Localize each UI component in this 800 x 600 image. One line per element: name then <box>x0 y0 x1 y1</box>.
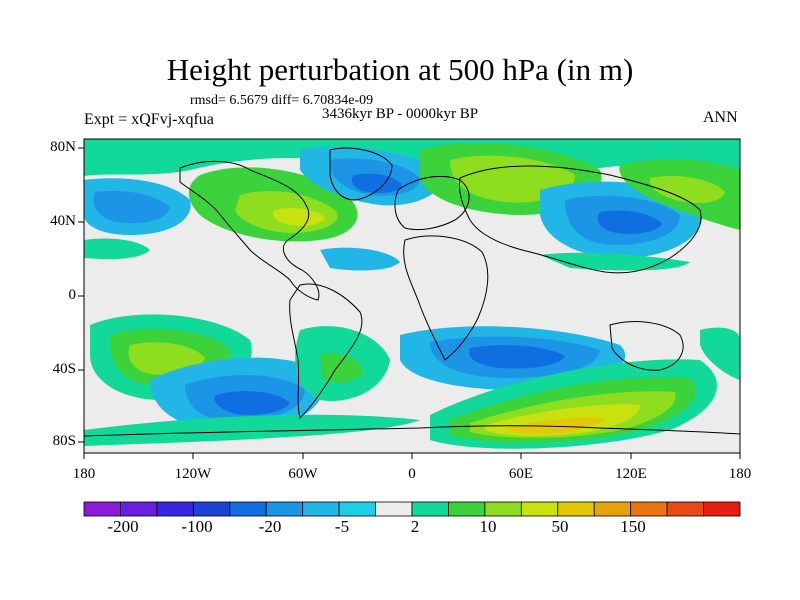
colorbar-label: -5 <box>334 517 350 536</box>
coast-africa <box>403 235 489 361</box>
field-region-nwpac-low-core <box>93 190 170 224</box>
coast-europe <box>394 175 470 231</box>
coast-greenland <box>329 147 393 201</box>
colorbar-swatch <box>630 501 668 517</box>
lon-label-180-left: 180 <box>72 466 96 482</box>
coast-antarctica <box>84 425 740 437</box>
colorbar-swatch <box>484 501 522 517</box>
field-region-subtrop-1 <box>84 238 150 260</box>
colorbar-swatch <box>83 501 121 517</box>
field-region-se-pac <box>700 327 740 380</box>
map-ticks <box>78 147 741 459</box>
colorbar-swatch <box>375 501 413 517</box>
colorbar-label: -200 <box>107 517 139 536</box>
coast-south-america <box>289 283 363 419</box>
colorbar-swatch <box>703 501 741 517</box>
experiment-label: Expt = xQFvj-xqfua <box>84 111 214 128</box>
season-label: ANN <box>703 109 738 126</box>
coast-north-america <box>179 160 320 301</box>
field-region-npac-high-core <box>649 175 725 204</box>
colorbar-label: 150 <box>620 517 646 536</box>
colorbar-swatch <box>302 501 340 517</box>
lat-label-40s: 40S <box>52 361 76 377</box>
stats-line: rmsd= 6.5679 diff= 6.70834e-09 <box>190 93 374 108</box>
colorbar-swatch <box>156 501 194 517</box>
colorbar <box>83 501 741 517</box>
colorbar-swatch <box>192 501 231 517</box>
colorbar-swatch <box>265 501 304 517</box>
colorbar-swatch <box>593 501 632 517</box>
coast-asia <box>459 165 702 274</box>
lon-label-60e: 60E <box>508 466 534 482</box>
colorbar-swatch <box>411 501 449 517</box>
lat-label-80n: 80N <box>50 139 76 155</box>
colorbar-label: 10 <box>479 517 497 536</box>
lon-label-120e: 120E <box>615 466 647 482</box>
field-region-subtrop-3 <box>320 247 400 271</box>
colorbar-swatch <box>229 501 267 517</box>
colorbar-swatch <box>448 501 486 517</box>
field-region-spac-low-center <box>214 391 290 415</box>
lon-label-0: 0 <box>408 466 416 482</box>
colorbar-swatch <box>338 501 376 517</box>
field-region-antarctic-rim <box>84 414 420 446</box>
field-region-north-atl-peak <box>273 207 325 226</box>
lon-label-60w: 60W <box>288 466 318 482</box>
lat-label-40n: 40N <box>50 213 76 229</box>
height-field <box>84 139 740 453</box>
colorbar-swatch <box>666 501 704 517</box>
colorbar-swatch <box>557 501 595 517</box>
lon-label-120w: 120W <box>174 466 212 482</box>
field-region-greenland-low-center <box>351 173 402 194</box>
colorbar-label: 50 <box>551 517 569 536</box>
lon-label-180-right: 180 <box>728 466 752 482</box>
colorbar-label: 2 <box>410 517 420 536</box>
coastlines <box>84 147 740 437</box>
plot-title: Height perturbation at 500 hPa (in m) <box>166 52 634 87</box>
field-region-satl-high-core <box>320 353 363 383</box>
colorbar-label: -100 <box>181 517 213 536</box>
colorbar-swatch <box>120 501 158 517</box>
colorbar-label: -20 <box>258 517 282 536</box>
colorbar-swatch <box>520 501 559 517</box>
lat-label-80s: 80S <box>52 433 76 449</box>
lat-label-0: 0 <box>68 287 77 303</box>
coast-australia <box>609 321 684 371</box>
field-region-asia-low-center <box>597 210 662 234</box>
field-region-indian-low-center <box>468 345 565 369</box>
period-label: 3436kyr BP - 0000kyr BP <box>322 106 479 122</box>
